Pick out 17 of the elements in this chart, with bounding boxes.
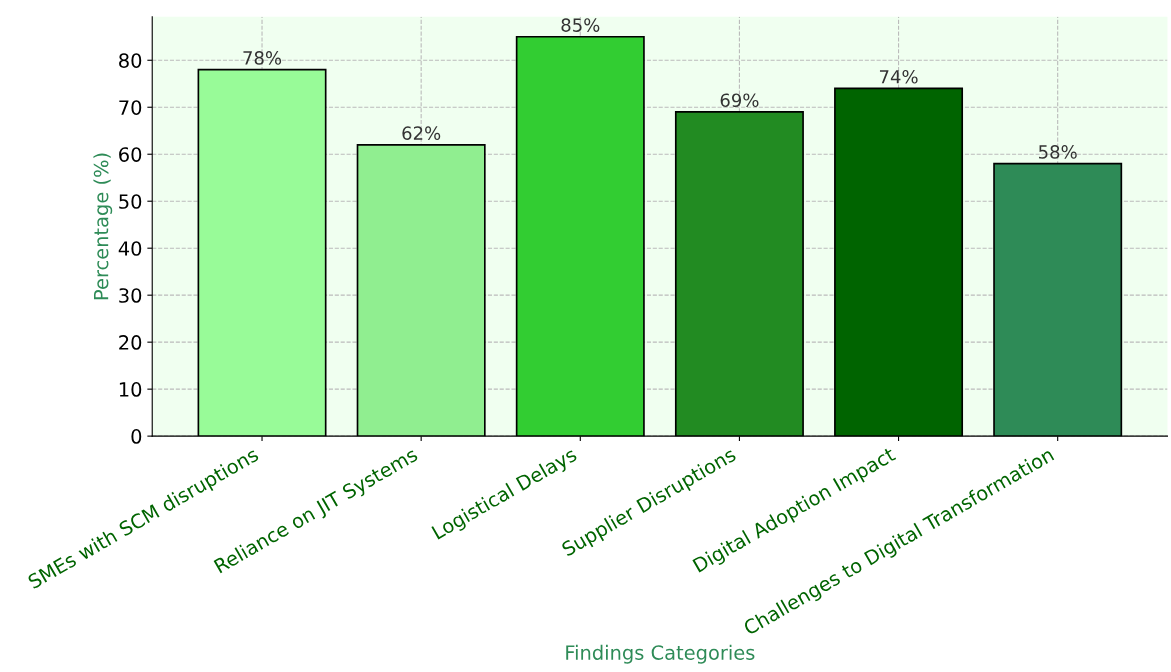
data-label: 74% — [879, 69, 918, 84]
y-tick-label: 40 — [118, 241, 142, 256]
data-label: 85% — [561, 18, 600, 32]
y-tick-label: 80 — [119, 53, 142, 68]
y-tick-label: 20 — [119, 335, 142, 350]
data-label: 69% — [720, 93, 759, 108]
y-tick-label: 70 — [119, 100, 142, 115]
y-tick-label: 10 — [119, 382, 142, 397]
y-tick-label: 30 — [119, 288, 142, 303]
y-axis-title: Percentage (%) — [93, 153, 113, 300]
data-label: 78% — [243, 51, 282, 65]
y-tick-label: 60 — [119, 147, 142, 162]
y-tick-label: 50 — [119, 194, 142, 209]
y-tick-label: 0 — [131, 429, 142, 444]
x-axis-title: Findings Categories — [566, 644, 755, 664]
data-label: 58% — [1039, 145, 1077, 159]
data-label: 62% — [402, 126, 441, 140]
